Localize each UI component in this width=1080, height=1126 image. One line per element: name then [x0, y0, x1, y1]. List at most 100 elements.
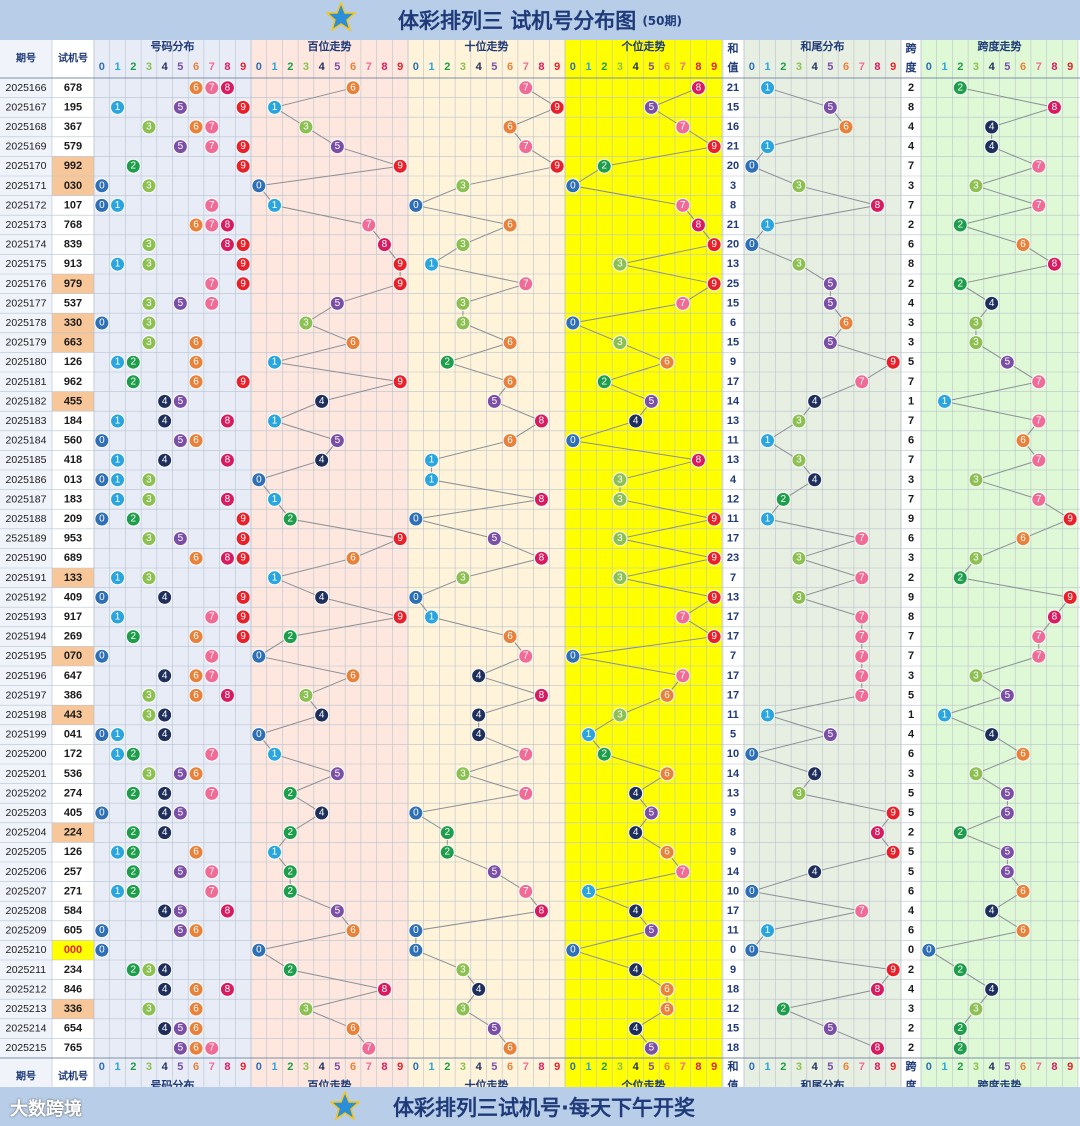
dist-ball [172, 99, 188, 115]
tens-ball-label: 4 [476, 710, 482, 721]
hundreds-ball [251, 472, 267, 488]
dist-digit-0-header: 0 [99, 1061, 105, 1073]
dist-ball-label: 6 [193, 122, 199, 133]
tail-ball [775, 1001, 791, 1017]
dist-ball [172, 1021, 188, 1037]
dist-digit-7-header: 7 [209, 61, 215, 73]
tail-ball-label: 1 [765, 141, 771, 152]
span-digit-5-header: 5 [1004, 1061, 1010, 1073]
dist-ball-label: 0 [99, 651, 105, 662]
sum-cell: 17 [727, 689, 739, 701]
tens-header: 十位走势 [465, 40, 509, 53]
number-cell: 000 [64, 944, 82, 956]
dist-digit-6-header: 6 [193, 61, 199, 73]
span-ball-label: 6 [1020, 749, 1026, 760]
dist-ball-label: 9 [240, 259, 246, 270]
tail-ball-label: 7 [859, 376, 865, 387]
units-ball-label: 8 [696, 220, 702, 231]
units-ball [659, 844, 675, 860]
tens-ball-label: 4 [476, 670, 482, 681]
dist-ball [235, 374, 251, 390]
period-cell: 2025206 [6, 866, 47, 878]
hundreds-ball [267, 746, 283, 762]
span-ball [999, 864, 1015, 880]
tens-ball-label: 8 [539, 553, 545, 564]
tail-ball [854, 629, 870, 645]
tail-ball-label: 7 [859, 651, 865, 662]
tail-digit-1-header: 1 [764, 1061, 770, 1073]
hund-digit-8-header: 8 [381, 61, 387, 73]
hundreds-ball [392, 158, 408, 174]
dist-ball-label: 6 [193, 220, 199, 231]
dist-ball-label: 6 [193, 553, 199, 564]
dist-ball [188, 433, 204, 449]
tail-ball-label: 4 [812, 768, 818, 779]
number-cell: 846 [64, 983, 82, 995]
dist-ball [141, 531, 157, 547]
units-digit-4-header: 4 [633, 61, 640, 73]
dist-ball-label: 7 [209, 1043, 215, 1054]
dist-ball-label: 6 [193, 357, 199, 368]
units-digit-8-header: 8 [695, 61, 701, 73]
hundreds-ball-label: 2 [287, 631, 293, 642]
period-cell: 2025167 [6, 101, 47, 113]
dist-ball-label: 8 [225, 984, 231, 995]
dist-ball [235, 511, 251, 527]
hund-digit-2-header: 2 [287, 61, 293, 73]
dist-digit-0-header: 0 [99, 61, 105, 73]
dist-ball-label: 1 [115, 455, 121, 466]
tens-ball-label: 0 [413, 925, 419, 936]
period-cell: 2025172 [6, 199, 47, 211]
dist-ball-label: 2 [130, 847, 136, 858]
dist-ball-label: 1 [115, 729, 121, 740]
tens-ball-label: 7 [523, 278, 529, 289]
dist-ball-label: 1 [115, 886, 121, 897]
span-cell: 5 [908, 787, 914, 799]
number-cell: 013 [64, 474, 82, 486]
span-ball-label: 2 [957, 82, 963, 93]
dist-ball [219, 687, 235, 703]
span-ball [1046, 609, 1062, 625]
units-digit-2-header: 2 [601, 1061, 607, 1073]
tail-ball [744, 158, 760, 174]
hundreds-ball [267, 570, 283, 586]
dist-ball-label: 5 [178, 1043, 184, 1054]
dist-ball [110, 491, 126, 507]
dist-ball [188, 687, 204, 703]
hundreds-ball-label: 1 [272, 357, 278, 368]
dist-ball-label: 2 [130, 788, 136, 799]
dist-ball [94, 433, 110, 449]
units-ball [565, 648, 581, 664]
span-ball [952, 570, 968, 586]
tail-ball-label: 0 [749, 161, 755, 172]
dist-ball-label: 6 [193, 1004, 199, 1015]
span-ball-label: 2 [957, 1043, 963, 1054]
dist-digit-8-header: 8 [224, 1061, 230, 1073]
number-cell: 654 [64, 1023, 83, 1035]
dist-ball-label: 6 [193, 847, 199, 858]
tail-ball-label: 8 [875, 827, 881, 838]
tail-ball-label: 4 [812, 474, 818, 485]
sum-cell: 18 [727, 983, 739, 995]
units-ball-label: 4 [633, 964, 639, 975]
dist-ball-label: 6 [193, 690, 199, 701]
hundreds-ball [329, 139, 345, 155]
dist-ball [204, 276, 220, 292]
span-ball-label: 4 [989, 141, 995, 152]
hundreds-ball [392, 276, 408, 292]
tens-ball [533, 550, 549, 566]
dist-ball [110, 609, 126, 625]
dist-ball-label: 3 [146, 337, 152, 348]
tail-ball [807, 393, 823, 409]
span-digit-9-header: 9 [1067, 61, 1073, 73]
tail-ball [760, 433, 776, 449]
tens-digit-8-header: 8 [538, 61, 544, 73]
dist-ball-label: 5 [178, 298, 184, 309]
dist-ball [204, 864, 220, 880]
dist-ball-label: 4 [162, 1023, 168, 1034]
span-digit-8-header: 8 [1051, 61, 1057, 73]
tens-ball [455, 315, 471, 331]
tail-ball-label: 7 [859, 690, 865, 701]
span-ball-label: 7 [1036, 416, 1042, 427]
tens-ball-label: 5 [492, 1023, 498, 1034]
